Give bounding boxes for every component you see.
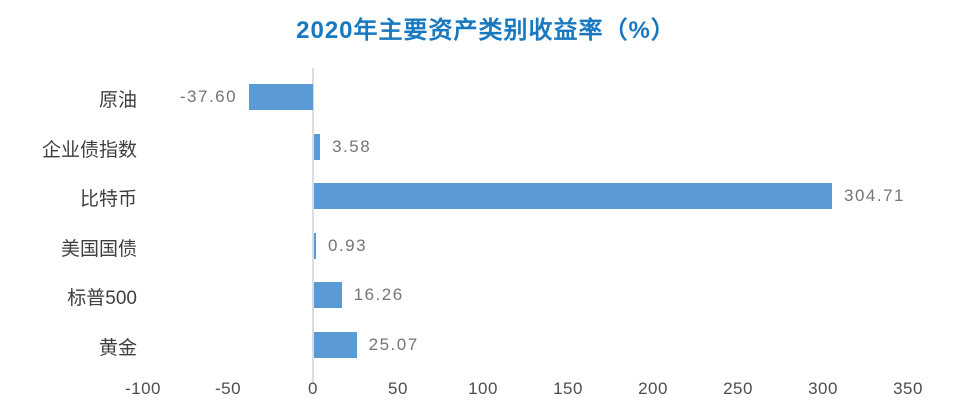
x-tick-label: 300 <box>808 379 838 398</box>
x-tick-label: -50 <box>214 379 242 398</box>
value-label: 3.58 <box>332 136 372 156</box>
chart-title: 2020年主要资产类别收益率（%） <box>296 17 676 44</box>
category-label: 比特币 <box>79 189 137 211</box>
value-label: -37.60 <box>179 87 238 106</box>
bar <box>314 133 321 160</box>
x-tick-label: 150 <box>553 379 583 398</box>
bar <box>314 232 316 259</box>
x-tick-label: 50 <box>388 379 408 398</box>
category-label: 美国国债 <box>60 238 137 260</box>
value-label: 25.07 <box>368 335 419 354</box>
bar <box>314 332 357 358</box>
category-label: 黄金 <box>98 338 137 359</box>
category-label: 原油 <box>98 90 137 111</box>
value-label: 304.71 <box>844 186 905 206</box>
x-tick-label: -100 <box>124 379 162 398</box>
bar <box>249 84 313 110</box>
zero-axis-tick <box>312 377 314 383</box>
value-label: 0.93 <box>328 235 368 255</box>
bar <box>314 282 342 309</box>
x-tick-label: 200 <box>638 379 668 398</box>
value-label: 16.26 <box>353 285 404 305</box>
x-tick-label: 250 <box>723 379 753 398</box>
x-tick-label: 100 <box>468 379 498 398</box>
x-tick-label: 0 <box>308 379 318 398</box>
x-tick-label: 350 <box>893 379 923 398</box>
category-label: 标普500 <box>67 288 137 310</box>
category-label: 企业债指数 <box>41 139 137 161</box>
bar <box>314 183 832 210</box>
zero-axis-line <box>312 68 314 377</box>
